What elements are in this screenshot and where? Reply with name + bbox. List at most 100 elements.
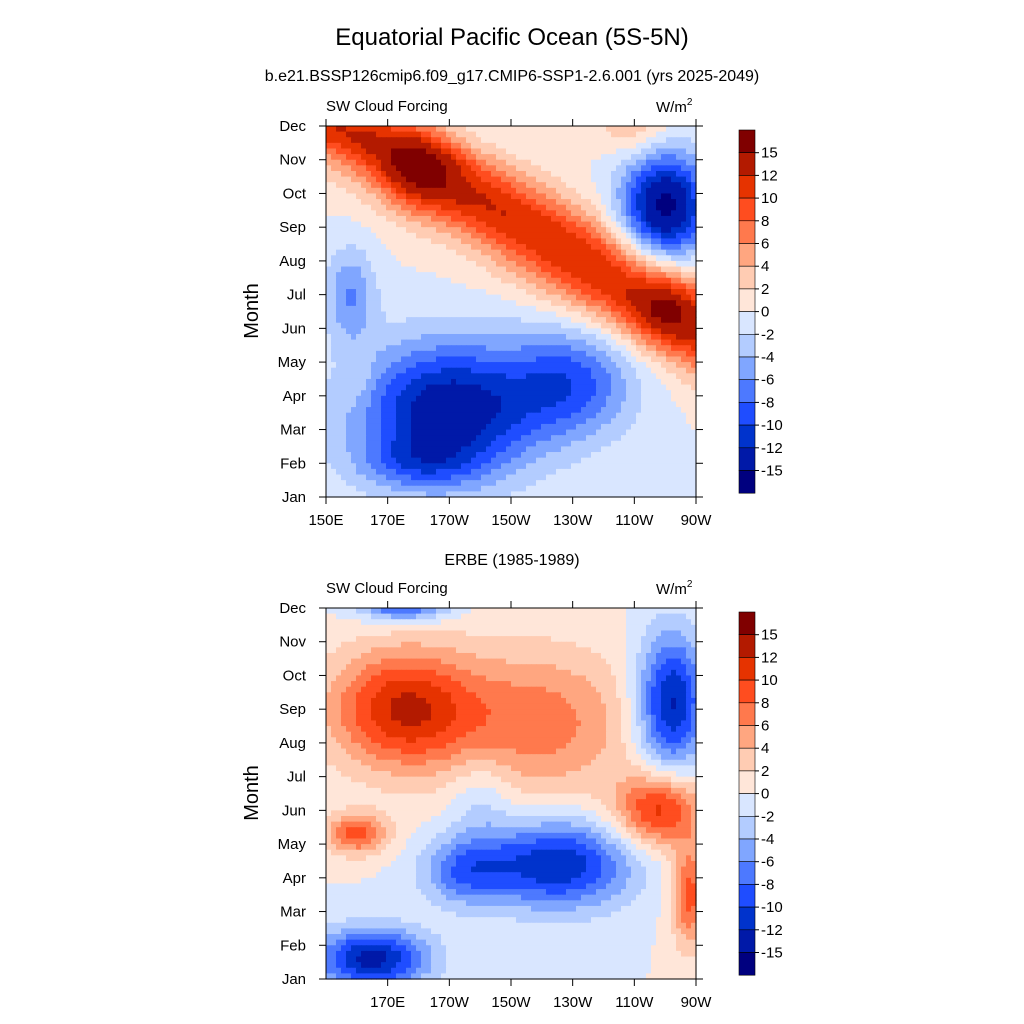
- field-cell: [331, 468, 337, 476]
- field-cell: [461, 407, 467, 414]
- field-cell: [436, 463, 442, 470]
- field-cell: [636, 283, 642, 290]
- field-cell: [391, 182, 397, 189]
- field-cell: [661, 221, 667, 228]
- field-cell: [561, 322, 567, 329]
- field-cell: [421, 446, 427, 453]
- field-cell: [336, 170, 342, 178]
- field-cell: [576, 238, 582, 245]
- field-cell: [536, 367, 542, 374]
- field-cell: [396, 401, 402, 408]
- field-cell: [551, 300, 557, 307]
- field-cell: [336, 294, 342, 301]
- field-cell: [411, 474, 417, 481]
- field-cell: [551, 435, 557, 442]
- field-cell: [691, 227, 697, 234]
- field-cell: [471, 468, 477, 476]
- field-cell: [546, 137, 552, 144]
- field-cell: [676, 159, 682, 166]
- field-cell: [446, 266, 452, 273]
- field-cell: [576, 480, 582, 487]
- field-cell: [611, 272, 617, 279]
- field-cell: [411, 182, 417, 189]
- field-cell: [646, 232, 652, 240]
- field-cell: [616, 221, 622, 228]
- field-cell: [691, 401, 697, 408]
- field-cell: [646, 305, 652, 313]
- field-cell: [416, 480, 422, 487]
- field-cell: [356, 423, 362, 431]
- field-cell: [361, 260, 367, 268]
- field-cell: [596, 289, 602, 296]
- field-cell: [541, 300, 547, 307]
- field-cell: [391, 474, 397, 481]
- field-cell: [676, 260, 682, 268]
- field-cell: [671, 165, 677, 172]
- field-cell: [621, 283, 627, 290]
- field-cell: [446, 480, 452, 487]
- field-cell: [686, 435, 692, 442]
- field-cell: [426, 137, 432, 144]
- field-cell: [476, 255, 482, 262]
- field-cell: [396, 210, 402, 217]
- field-cell: [371, 345, 377, 352]
- field-cell: [496, 232, 502, 240]
- y-tick-label: Oct: [283, 185, 307, 202]
- field-cell: [381, 322, 387, 329]
- field-cell: [516, 480, 522, 487]
- field-cell: [671, 131, 677, 138]
- field-cell: [546, 480, 552, 487]
- field-cell: [586, 215, 592, 223]
- field-cell: [351, 305, 357, 313]
- field-cell: [526, 440, 532, 448]
- field-cell: [431, 182, 437, 189]
- field-cell: [366, 457, 372, 464]
- field-cell: [536, 283, 542, 290]
- field-cell: [361, 446, 367, 453]
- field-cell: [451, 435, 457, 442]
- field-cell: [471, 362, 477, 369]
- field-cell: [461, 378, 467, 386]
- field-cell: [356, 305, 362, 313]
- field-cell: [546, 244, 552, 251]
- field-cell: [371, 227, 377, 234]
- field-cell: [646, 429, 652, 436]
- field-cell: [551, 238, 557, 245]
- field-cell: [526, 182, 532, 189]
- field-cell: [661, 187, 667, 195]
- field-cell: [491, 187, 497, 195]
- field-cell: [521, 474, 527, 481]
- field-cell: [396, 272, 402, 279]
- field-cell: [451, 260, 457, 268]
- field-cell: [421, 333, 427, 341]
- field-cell: [466, 390, 472, 397]
- field-cell: [411, 328, 417, 335]
- field-cell: [406, 322, 412, 329]
- field-cell: [636, 232, 642, 240]
- field-cell: [516, 407, 522, 414]
- field-cell: [546, 126, 552, 133]
- field-cell: [376, 187, 382, 195]
- field-cell: [686, 204, 692, 211]
- field-cell: [466, 457, 472, 464]
- field-cell: [501, 474, 507, 481]
- field-cell: [526, 333, 532, 341]
- field-cell: [666, 412, 672, 419]
- field-cell: [481, 317, 487, 324]
- field-cell: [531, 176, 537, 183]
- field-cell: [676, 491, 682, 498]
- field-cell: [496, 159, 502, 166]
- field-cell: [591, 142, 597, 150]
- field-cell: [426, 204, 432, 211]
- field-cell: [516, 435, 522, 442]
- field-cell: [416, 187, 422, 195]
- field-cell: [611, 446, 617, 453]
- field-cell: [551, 249, 557, 256]
- colorbar-box: [738, 379, 756, 403]
- field-cell: [501, 170, 507, 178]
- field-cell: [441, 435, 447, 442]
- field-cell: [526, 412, 532, 419]
- field-cell: [476, 232, 482, 240]
- field-cell: [356, 322, 362, 329]
- field-cell: [641, 311, 647, 318]
